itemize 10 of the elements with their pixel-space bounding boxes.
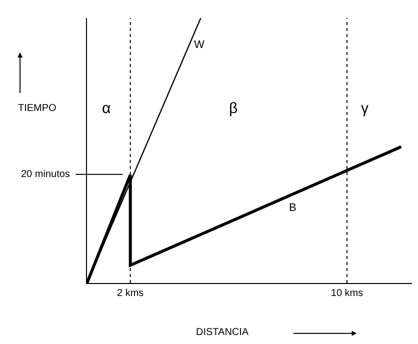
text: 20 minutos [21,169,70,180]
x-axis-title: DISTANCIA [196,327,249,338]
annotation: β [229,100,238,117]
y-axis-title: TIEMPO [18,103,57,114]
series-label: W [194,39,205,51]
x-tick-label: 10 kms [330,288,364,299]
series-label: B [289,202,296,214]
annotation: γ [361,100,369,117]
annotation: α [102,100,111,117]
x-tick-label: 2 kms [116,288,144,299]
